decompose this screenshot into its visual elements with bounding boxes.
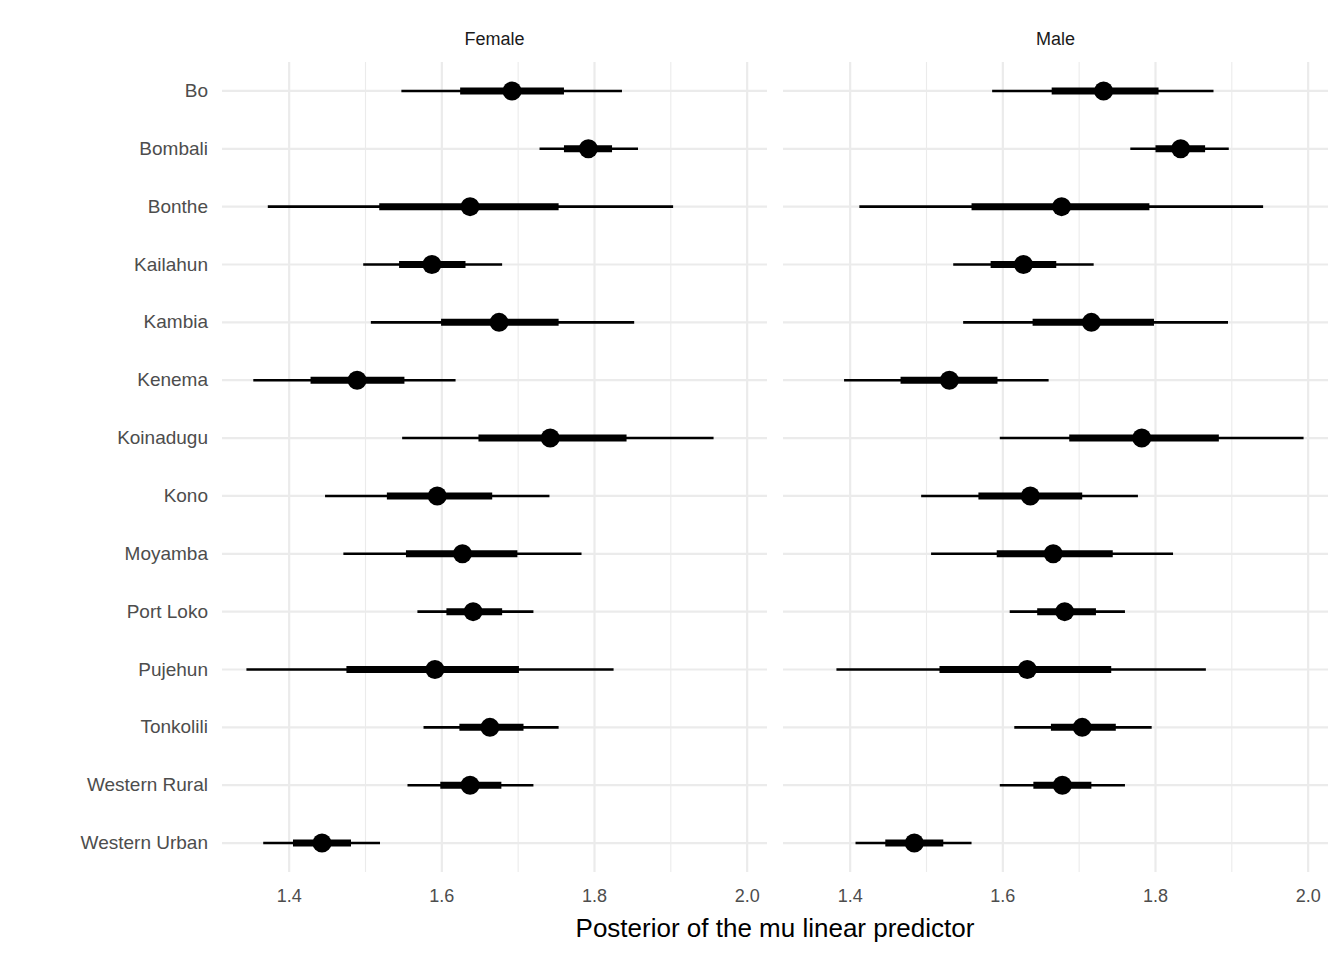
grid-line [593,62,595,872]
grid-line-y [783,321,1328,323]
point [905,834,924,853]
point [480,718,499,737]
tick-label: 2.0 [1296,886,1321,906]
category-label: Bonthe [148,196,208,217]
facet-label: Female [464,29,524,49]
minor-grid [365,62,366,872]
point [461,197,480,216]
grid-line-y [783,90,1328,92]
grid-line-y [783,379,1328,381]
point [1014,255,1033,274]
minor-grid [518,62,519,872]
chart: 1.4 1.6 1.8 2.0 Female 1.4 1.6 1.8 2.0 Male Bo Bomb… [0,0,1344,960]
point [312,834,331,853]
grid-line-y [783,726,1328,728]
grid-line [441,62,443,872]
category-label: Port Loko [127,601,208,622]
point [1021,486,1040,505]
point [579,139,598,158]
category-label: Kailahun [134,254,208,275]
grid-line-y [222,148,767,150]
grid-line-y [783,668,1328,670]
minor-grid [926,62,927,872]
category-label: Kenema [137,369,208,390]
facet-label: Male [1036,29,1075,49]
grid-line-y [783,437,1328,439]
category-label: Western Urban [81,832,208,853]
minor-grid [670,62,671,872]
category-label: Kono [164,485,208,506]
tick-label: 1.8 [582,886,607,906]
point [1094,81,1113,100]
grid-line [1154,62,1156,872]
tick-label: 1.4 [277,886,302,906]
category-label: Tonkolili [140,716,208,737]
outer-interval [1000,437,1304,440]
point [425,660,444,679]
point [428,486,447,505]
grid-line-y [222,263,767,265]
point [1053,776,1072,795]
grid-line-y [783,842,1328,844]
point [464,602,483,621]
marks [246,81,713,852]
minor-grid [1231,62,1232,872]
point [1132,429,1151,448]
point [1171,139,1190,158]
category-label: Pujehun [138,659,208,680]
category-label: Kambia [144,311,209,332]
tick-label: 1.6 [990,886,1015,906]
minor-grid [1079,62,1080,872]
grid-line-y [222,668,767,670]
grid-line-y [222,90,767,92]
category-label: Bombali [139,138,208,159]
point [461,776,480,795]
grid-line-y [222,842,767,844]
point [348,371,367,390]
axis-title: Posterior of the mu linear predictor [576,913,975,943]
grid-line [1002,62,1004,872]
grid-line-y [222,784,767,786]
point [1018,660,1037,679]
grid-line [288,62,290,872]
tick-label: 1.8 [1143,886,1168,906]
point [541,429,560,448]
grid-line-y [783,263,1328,265]
point [1044,544,1063,563]
category-label: Koinadugu [117,427,208,448]
marks [836,81,1303,852]
point [940,371,959,390]
tick-label: 2.0 [735,886,760,906]
grid-line-y [222,379,767,381]
grid-line [746,62,748,872]
grid-line-y [783,495,1328,497]
point [1073,718,1092,737]
grid-line-y [783,148,1328,150]
grid-line-y [222,206,767,208]
point [453,544,472,563]
point [1052,197,1071,216]
tick-label: 1.6 [429,886,454,906]
point [503,81,522,100]
category-label: Moyamba [125,543,209,564]
grid-line-y [222,611,767,613]
grid-line [849,62,851,872]
category-label: Western Rural [87,774,208,795]
point [422,255,441,274]
category-label: Bo [185,80,208,101]
grid-line-y [222,437,767,439]
grid-line [1307,62,1309,872]
grid-line-y [222,553,767,555]
point [1055,602,1074,621]
tick-label: 1.4 [838,886,863,906]
point [1082,313,1101,332]
grid-line-y [222,495,767,497]
point [490,313,509,332]
